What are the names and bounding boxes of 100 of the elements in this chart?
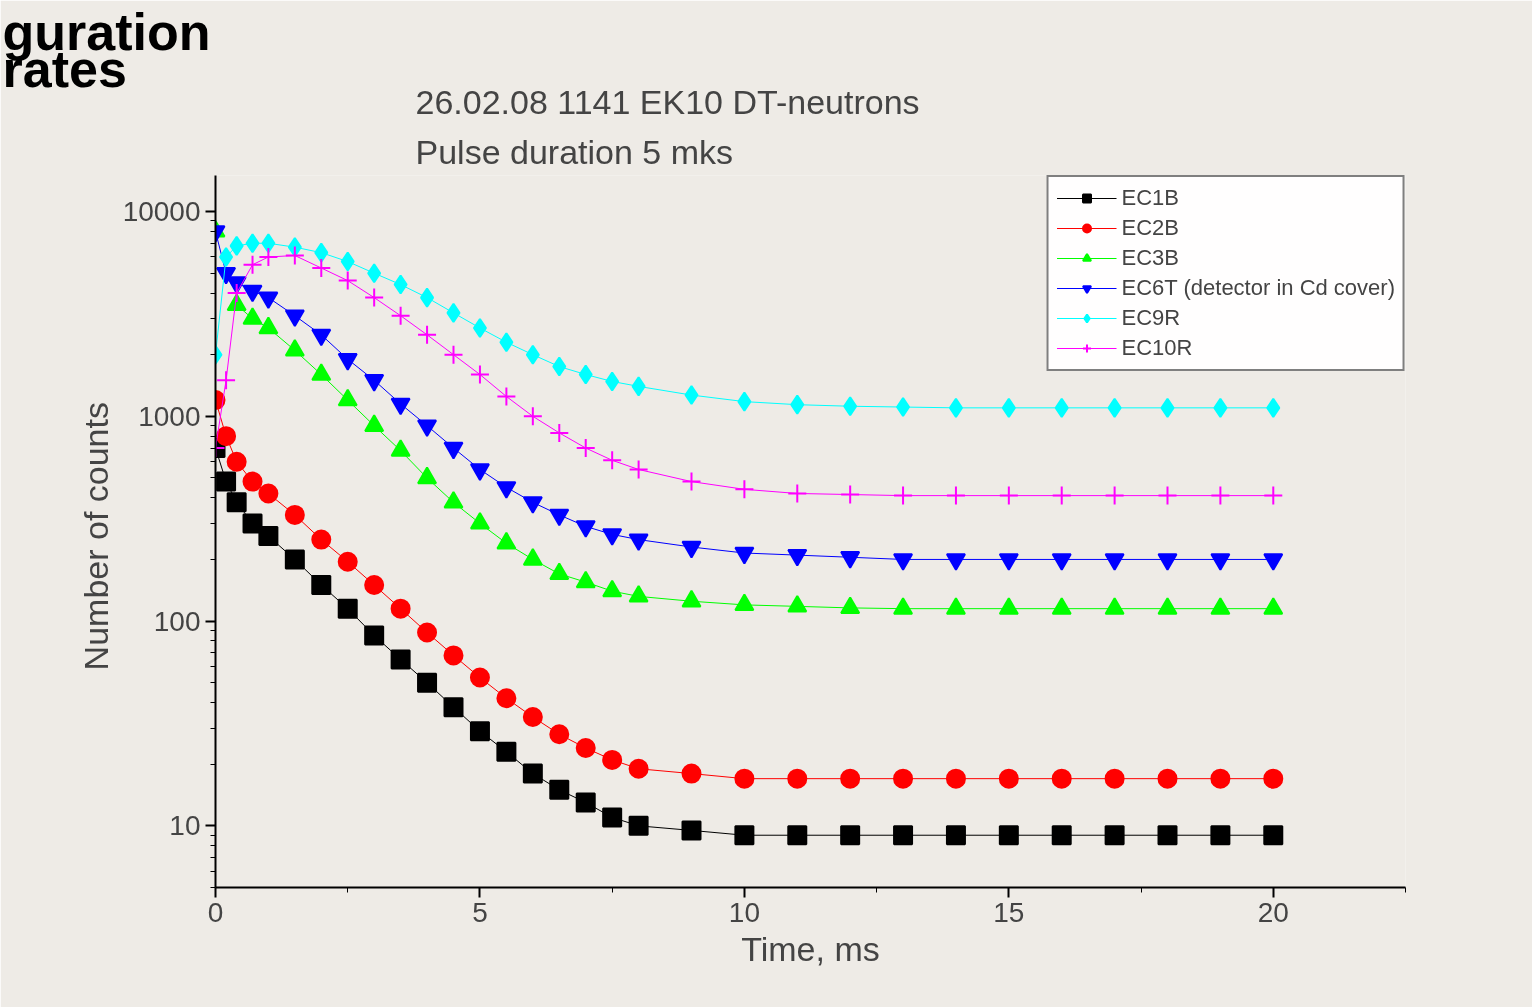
point — [1210, 485, 1231, 506]
point — [840, 825, 861, 846]
point — [417, 622, 438, 643]
point — [893, 485, 914, 506]
point — [681, 820, 702, 841]
point — [284, 245, 305, 266]
point — [311, 258, 332, 279]
point — [367, 263, 382, 284]
y-axis-title: Number of counts — [76, 402, 115, 671]
point — [417, 324, 438, 345]
point — [734, 479, 755, 500]
point — [893, 768, 914, 789]
point — [284, 549, 305, 570]
point — [446, 302, 461, 323]
point — [469, 364, 490, 385]
y-tick-label: 10000 — [122, 196, 201, 228]
point — [417, 672, 438, 693]
point — [261, 233, 276, 254]
point — [258, 483, 279, 504]
x-tick-label: 5 — [472, 896, 488, 928]
point — [1001, 397, 1016, 418]
point — [311, 575, 332, 596]
point — [311, 529, 332, 550]
point — [1157, 825, 1178, 846]
point — [1051, 485, 1072, 506]
point — [337, 270, 358, 291]
point — [245, 233, 260, 254]
point — [337, 598, 358, 619]
point — [469, 721, 490, 742]
point — [242, 471, 263, 492]
point — [998, 485, 1019, 506]
point — [364, 287, 385, 308]
x-tick-label: 0 — [207, 896, 224, 928]
point — [602, 807, 623, 828]
point — [229, 235, 244, 256]
point — [216, 370, 237, 391]
point — [469, 667, 490, 688]
point — [998, 768, 1019, 789]
x-axis-title: Time, ms — [741, 929, 880, 968]
point — [575, 792, 596, 813]
point — [896, 397, 911, 418]
point — [843, 396, 858, 417]
point — [219, 246, 234, 267]
point — [787, 483, 808, 504]
point — [443, 645, 464, 666]
point — [496, 386, 517, 407]
point — [226, 451, 247, 472]
point — [496, 688, 517, 709]
point — [1160, 397, 1175, 418]
point — [443, 344, 464, 365]
chart-title: 26.02.08 1141 EK10 DT-neutrons — [415, 82, 920, 121]
point — [948, 397, 963, 418]
point — [549, 422, 570, 443]
point — [734, 768, 755, 789]
y-tick-label: 10 — [169, 810, 201, 842]
point — [631, 376, 646, 397]
point — [216, 471, 237, 492]
point — [681, 471, 702, 492]
point — [1104, 768, 1125, 789]
point — [1104, 825, 1125, 846]
point — [258, 526, 279, 547]
point — [1263, 485, 1284, 506]
point — [578, 364, 593, 385]
point — [390, 649, 411, 670]
point — [242, 513, 263, 534]
point — [1266, 397, 1281, 418]
y-tick-label: 1000 — [138, 400, 201, 432]
point — [575, 738, 596, 758]
point — [628, 815, 649, 836]
point — [790, 394, 805, 415]
point — [734, 825, 755, 846]
point — [787, 825, 808, 846]
point — [737, 391, 752, 412]
point — [242, 254, 263, 275]
point — [681, 763, 702, 784]
point — [364, 575, 385, 596]
point — [443, 697, 464, 718]
point — [684, 385, 699, 406]
point — [522, 763, 543, 784]
point — [840, 768, 861, 789]
point — [549, 779, 570, 800]
legend-label: EC1B — [1121, 185, 1179, 211]
x-tick-label: 20 — [1257, 896, 1289, 928]
point — [787, 768, 808, 789]
legend-label: EC9R — [1121, 305, 1181, 331]
point — [998, 825, 1019, 846]
point — [499, 332, 514, 353]
point — [226, 283, 247, 304]
point — [393, 274, 408, 295]
legend-label: EC3B — [1121, 245, 1179, 271]
point — [1051, 825, 1072, 846]
point — [337, 551, 358, 572]
point — [945, 825, 966, 846]
point — [226, 492, 247, 513]
point — [258, 246, 279, 267]
point — [364, 625, 385, 646]
legend-label: EC6T (detector in Cd cover) — [1121, 275, 1395, 301]
y-tick-label: 100 — [153, 605, 201, 637]
point — [314, 242, 329, 263]
point — [1263, 768, 1284, 789]
